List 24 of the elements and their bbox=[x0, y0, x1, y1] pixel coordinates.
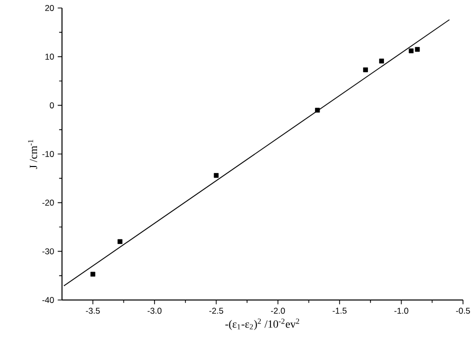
y-tick-label: -10 bbox=[42, 151, 54, 157]
x-tick-label: -1.5 bbox=[332, 308, 347, 314]
x-tick-label: -2.5 bbox=[209, 308, 224, 314]
x-tick-label: -3.0 bbox=[148, 308, 162, 314]
point bbox=[118, 239, 122, 244]
point bbox=[414, 46, 420, 52]
y-tick-label: -40 bbox=[42, 297, 54, 303]
text: -(ε$_{1}$-ε$_{2}$)$^{2}$ /10$^{-2}$ev$^{2}$ bbox=[225, 318, 300, 330]
x-tick-label: -3.5 bbox=[86, 308, 100, 314]
y-tick-label: -30 bbox=[42, 248, 54, 254]
y-tick-label: 20 bbox=[45, 5, 54, 11]
point bbox=[379, 58, 384, 64]
x-tick-label: -0.5 bbox=[456, 308, 470, 314]
y-tick-label: -20 bbox=[42, 200, 54, 206]
point bbox=[214, 173, 219, 178]
y-axis-title: J /cm$^{-1}$ bbox=[28, 140, 38, 169]
point bbox=[90, 272, 96, 277]
point bbox=[315, 108, 320, 113]
point bbox=[363, 67, 368, 72]
point bbox=[408, 48, 414, 54]
x-tick-label: -2.0 bbox=[271, 308, 285, 314]
x-tick-label: -1.0 bbox=[394, 308, 408, 314]
y-tick-label: 10 bbox=[45, 54, 54, 60]
y-tick-label: 0 bbox=[50, 102, 54, 108]
